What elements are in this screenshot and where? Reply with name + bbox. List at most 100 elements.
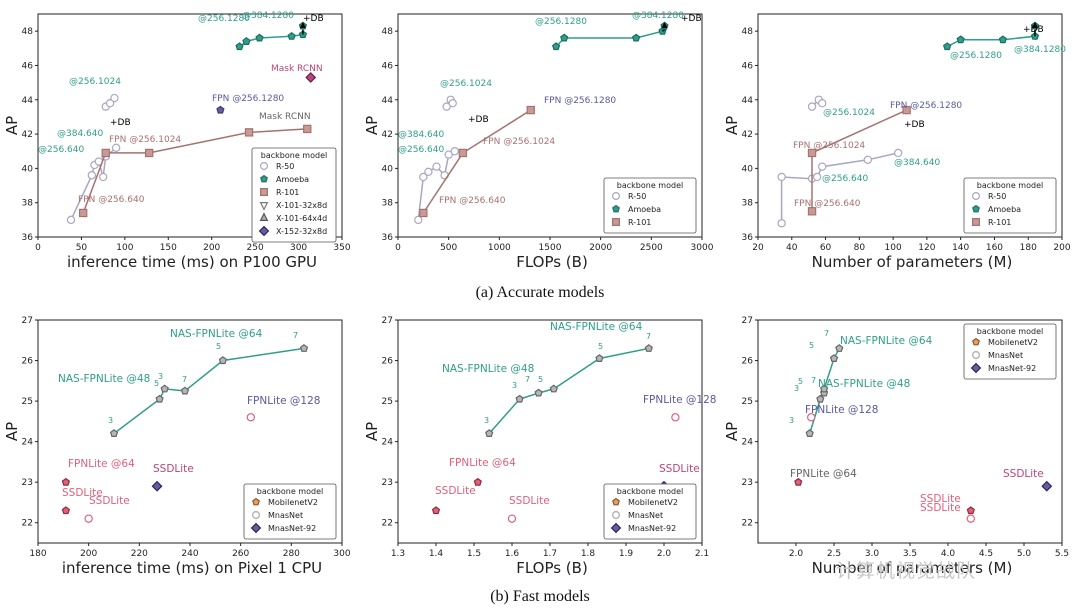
annotation-label: @384.1280 [632, 11, 684, 21]
y-axis-label: AP [363, 116, 381, 135]
series-mobilenetv2 [61, 477, 71, 515]
x-tick-label: 50 [76, 243, 88, 253]
annotation-label: @384.640 [398, 130, 444, 140]
x-tick-label: 4.5 [979, 549, 993, 559]
series-r-101 [807, 105, 911, 216]
y-axis-label: AP [3, 422, 21, 441]
annotation-label: NAS-FPNLite @48 [58, 373, 150, 385]
data-point [98, 172, 108, 182]
legend-label: R-101 [276, 188, 299, 197]
x-tick-label: 350 [333, 243, 350, 253]
x-tick-label: 200 [80, 549, 97, 559]
legend-label: MobilenetV2 [268, 498, 318, 507]
chart-a3-svg: 20 40 60 80 100 120 140 160 180 200 36 38 40 42 44 46 48… [723, 13, 1071, 271]
x-tick-label: 5.0 [1017, 549, 1032, 559]
data-point [144, 148, 154, 158]
data-point [966, 506, 975, 515]
annotation-label: 3 [158, 372, 163, 381]
annotation-label: SSDLite [62, 487, 103, 499]
data-point [817, 98, 827, 108]
legend-marker [259, 202, 269, 211]
annotation-label: +DB [904, 120, 925, 130]
legend-label: MnasNet-92 [988, 364, 1036, 373]
y-axis-label: AP [3, 116, 21, 135]
series-line [488, 347, 649, 434]
data-point [287, 31, 296, 40]
legend-title: backbone model [977, 327, 1043, 336]
x-tick-label: 2.0 [789, 549, 804, 559]
watermark: 计算机视觉战队 [836, 560, 977, 582]
data-point [644, 344, 653, 352]
legend-label: X-101-64x4d [276, 214, 327, 223]
annotation-label: FPNLite @128 [643, 394, 716, 406]
legend-box [243, 483, 337, 540]
data-point [151, 480, 163, 492]
data-point [526, 105, 535, 115]
legend-box [603, 483, 697, 540]
data-point [444, 150, 453, 159]
legend-marker [610, 522, 622, 534]
data-point [807, 207, 817, 216]
annotation-label: 7 [293, 331, 298, 340]
series-nas-fpnlite [805, 344, 844, 437]
legend-box [603, 177, 697, 234]
legend-marker [970, 362, 982, 374]
series-x-152 [305, 72, 317, 83]
legend: backbone model R-50 Amoeba R-101 [963, 177, 1057, 234]
x-tick-label: 3.5 [903, 549, 917, 559]
data-point [61, 506, 71, 515]
annotation-label: 3 [789, 416, 794, 425]
data-point [631, 33, 641, 42]
annotation-label: @256.1280 [950, 51, 1002, 61]
legend: backbone model R-50 Amoeba R-101 X-101-32x8d… [251, 147, 337, 243]
series-r-101 [419, 105, 535, 218]
y-tick-label: 26 [22, 357, 34, 367]
annotation-label: @256.1024 [440, 79, 492, 89]
data-point [595, 354, 604, 363]
legend-marker [258, 225, 270, 237]
x-tick-label: 180 [1020, 243, 1037, 253]
x-tick-label: 1.6 [505, 549, 520, 559]
x-tick-label: 180 [29, 549, 46, 559]
x-tick-label: 280 [283, 549, 300, 559]
legend: backbone model MobilenetV2 MnasNet MnasNet-… [603, 483, 697, 540]
y-tick-label: 46 [742, 61, 754, 71]
x-tick-label: 100 [116, 243, 133, 253]
legend-title: backbone model [257, 487, 323, 496]
chart-b3-svg: 2.0 2.5 3.0 3.5 4.0 4.5 5.0 5.5 22 23 24 25 26 27 Numb… [723, 316, 1069, 577]
data-point [534, 388, 543, 397]
legend-box [963, 323, 1057, 380]
annotation-label: @256.1024 [823, 108, 875, 118]
y-tick-label: 25 [22, 397, 33, 407]
legend-marker [972, 192, 981, 201]
chart-fast-time: 180 200 220 240 260 280 300 22 23 24 25 26 27 inferen… [0, 306, 360, 590]
series-line [555, 25, 666, 48]
data-point [105, 98, 115, 108]
x-tick-label: 3.0 [865, 549, 880, 559]
series-r-50 [777, 148, 903, 228]
x-tick-label: 1.9 [619, 549, 634, 559]
y-tick-label: 27 [742, 316, 753, 326]
annotation-label: +DB [303, 14, 324, 24]
x-tick-label: 2.1 [695, 549, 709, 559]
data-point [419, 172, 428, 182]
data-point [560, 33, 569, 42]
x-tick-label: 5.5 [1055, 549, 1069, 559]
data-point [87, 171, 97, 180]
annotation-label: @384.640 [57, 129, 103, 139]
x-tick-label: 160 [986, 243, 1003, 253]
data-point [473, 477, 482, 486]
legend-title: backbone model [977, 181, 1043, 190]
data-point [432, 162, 441, 171]
series-r-50-256-1024 [807, 95, 827, 111]
y-tick-label: 22 [742, 519, 753, 529]
db-arrow-head [299, 22, 306, 29]
caption-fast: (b) Fast models [490, 588, 590, 605]
data-point [812, 172, 822, 182]
series-r-50-256-1024 [101, 93, 119, 111]
y-tick-label: 23 [382, 478, 393, 488]
db-arrow [662, 29, 665, 32]
annotation-label: @256.640 [398, 145, 444, 155]
legend-label: MnasNet [628, 511, 663, 520]
y-tick-label: 27 [22, 316, 33, 326]
